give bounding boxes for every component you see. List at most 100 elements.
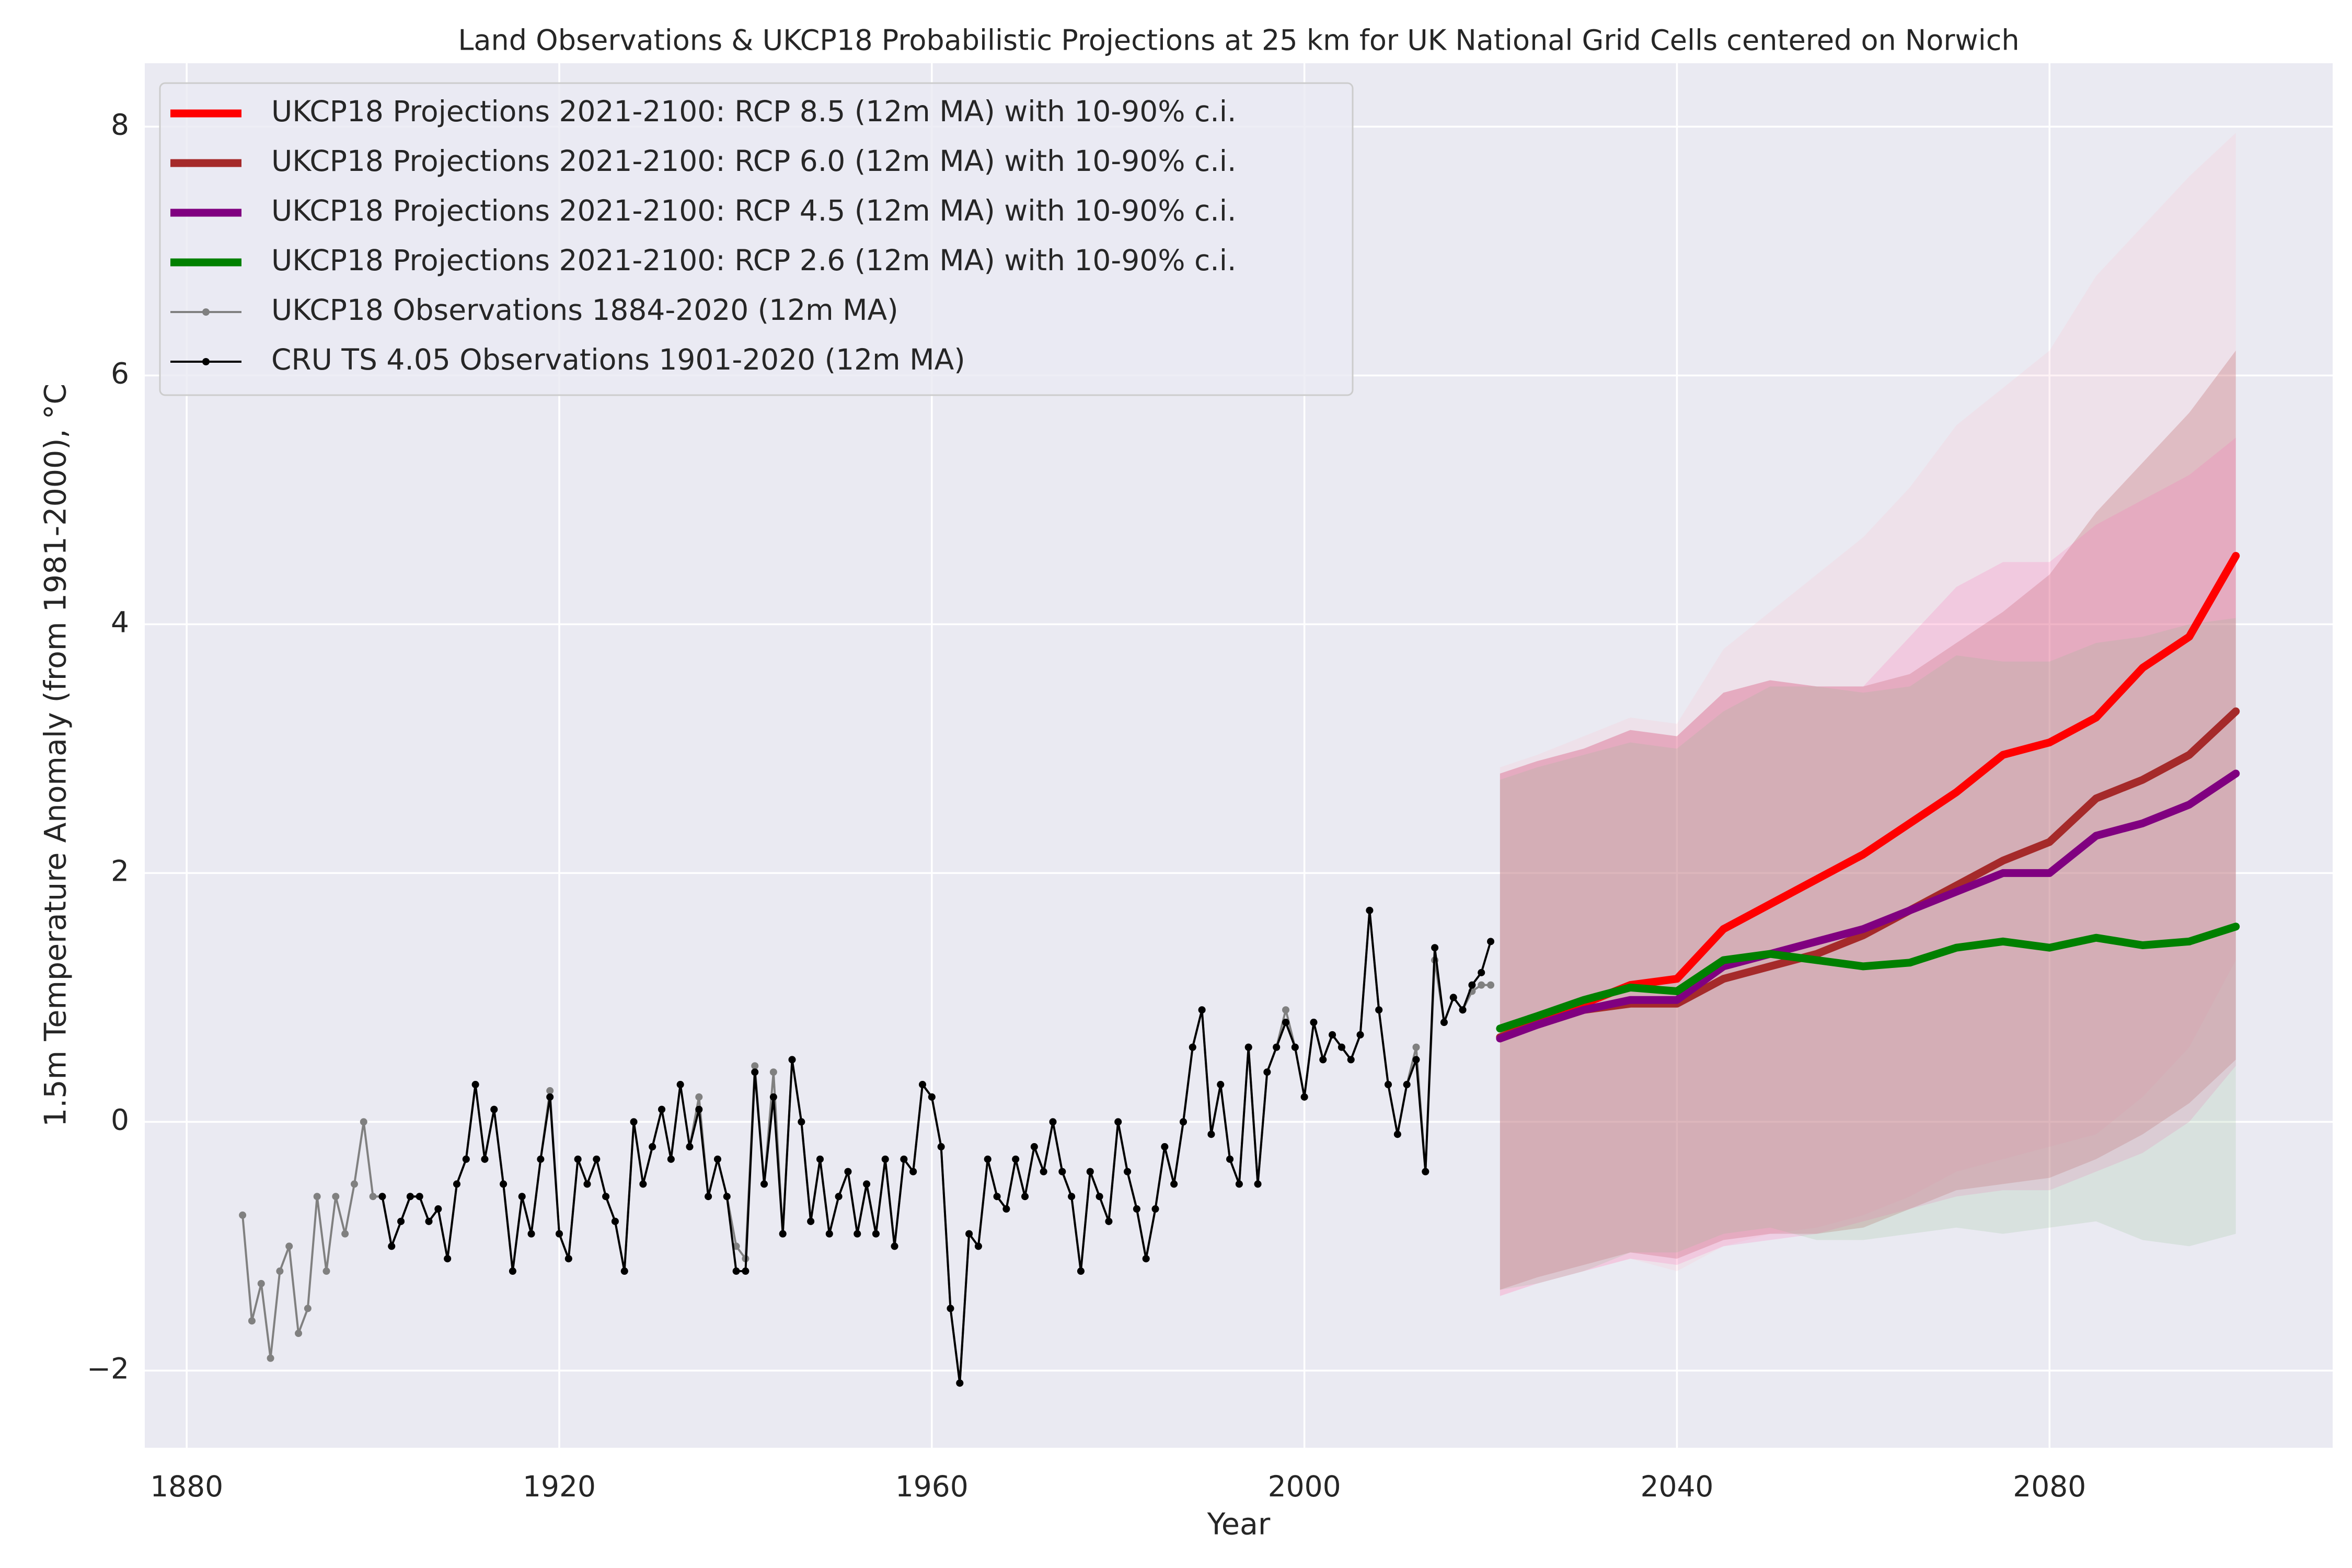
observation-point <box>863 1180 871 1188</box>
observation-point <box>322 1267 330 1275</box>
legend-label: UKCP18 Observations 1884-2020 (12m MA) <box>271 293 898 327</box>
observation-point <box>872 1230 880 1238</box>
observation-point <box>546 1093 554 1101</box>
observation-point <box>1385 1081 1392 1089</box>
observation-point <box>1422 1168 1429 1175</box>
observation-point <box>937 1143 945 1151</box>
observation-point <box>556 1230 563 1238</box>
observation-point <box>509 1267 516 1275</box>
observation-point <box>518 1193 526 1201</box>
observation-point <box>1478 981 1485 989</box>
observation-point <box>620 1267 628 1275</box>
observation-point <box>1440 1019 1448 1027</box>
y-tick-label: 6 <box>111 357 129 390</box>
observation-point <box>425 1217 433 1225</box>
observation-point <box>341 1230 349 1238</box>
observation-point <box>1077 1267 1085 1275</box>
observation-point <box>760 1180 768 1188</box>
observation-point <box>1105 1217 1113 1225</box>
observation-point <box>313 1193 321 1201</box>
observation-point <box>1338 1043 1345 1051</box>
observation-point <box>1002 1205 1010 1213</box>
observation-point <box>1226 1155 1234 1163</box>
observation-point <box>350 1180 358 1188</box>
observation-point <box>248 1317 256 1325</box>
observation-point <box>788 1056 796 1064</box>
observation-point <box>1012 1155 1020 1163</box>
observation-point <box>928 1093 936 1101</box>
observation-point <box>1189 1043 1196 1051</box>
observation-point <box>751 1062 759 1070</box>
observation-point <box>1049 1118 1057 1126</box>
legend-label: CRU TS 4.05 Observations 1901-2020 (12m … <box>271 343 965 376</box>
observation-point <box>1170 1180 1178 1188</box>
observation-point <box>918 1081 926 1089</box>
observation-point <box>658 1105 666 1113</box>
observation-point <box>769 1068 777 1076</box>
projection-line <box>1496 923 2240 1033</box>
observation-point <box>676 1081 684 1089</box>
y-tick-label: 0 <box>111 1103 129 1137</box>
legend: UKCP18 Projections 2021-2100: RCP 8.5 (1… <box>159 82 1354 396</box>
observation-point <box>1300 1093 1308 1101</box>
observation-point <box>462 1155 470 1163</box>
observation-point <box>388 1242 396 1250</box>
observation-point <box>1431 944 1439 952</box>
observation-point <box>276 1267 284 1275</box>
x-tick-label: 1960 <box>895 1470 969 1503</box>
observation-point <box>1179 1118 1187 1126</box>
observation-point <box>1319 1056 1327 1064</box>
observation-point <box>732 1267 740 1275</box>
observation-point <box>1114 1118 1122 1126</box>
observation-point <box>993 1193 1001 1201</box>
observation-point <box>1291 1043 1299 1051</box>
observation-point <box>723 1193 731 1201</box>
observation-point <box>239 1211 247 1219</box>
observation-point <box>1412 1043 1420 1051</box>
observation-point <box>611 1217 619 1225</box>
observation-point <box>1142 1255 1150 1263</box>
observation-point <box>630 1118 638 1126</box>
y-tick-label: 8 <box>111 108 129 142</box>
observation-point <box>332 1193 340 1201</box>
observation-point <box>360 1118 367 1126</box>
observation-point <box>1366 906 1374 914</box>
observation-point <box>490 1105 498 1113</box>
observation-point <box>667 1155 675 1163</box>
observation-point <box>956 1379 964 1387</box>
observation-point <box>1030 1143 1038 1151</box>
observation-point <box>835 1193 843 1201</box>
confidence-band <box>1500 437 2236 1296</box>
observation-point <box>453 1180 460 1188</box>
x-tick-label: 2080 <box>2013 1470 2086 1503</box>
observation-point <box>1058 1168 1066 1175</box>
observation-point <box>1449 994 1457 1001</box>
confidence-band <box>1500 133 2236 1296</box>
observation-point <box>1403 1081 1411 1089</box>
legend-marker <box>202 308 210 316</box>
y-tick-label: 4 <box>111 606 129 639</box>
observation-point <box>1347 1056 1355 1064</box>
observation-point <box>369 1193 377 1201</box>
x-tick-label: 1880 <box>150 1470 223 1503</box>
observation-point <box>257 1279 265 1287</box>
observation-point <box>1207 1131 1215 1138</box>
observation-point <box>974 1242 982 1250</box>
observation-point <box>546 1087 554 1094</box>
observation-point <box>909 1168 917 1175</box>
observation-point <box>1393 1131 1401 1138</box>
observation-point <box>713 1155 721 1163</box>
observation-point <box>397 1217 405 1225</box>
legend-label: UKCP18 Projections 2021-2100: RCP 4.5 (1… <box>271 194 1236 227</box>
observation-point <box>1468 981 1476 989</box>
observation-point <box>1161 1143 1169 1151</box>
observation-point <box>1273 1043 1281 1051</box>
observation-point <box>649 1143 656 1151</box>
observation-point <box>844 1168 852 1175</box>
observation-point <box>378 1193 386 1201</box>
observation-point <box>416 1193 423 1201</box>
observation-point <box>807 1217 815 1225</box>
observation-point <box>1459 1006 1467 1014</box>
observation-point <box>686 1143 694 1151</box>
